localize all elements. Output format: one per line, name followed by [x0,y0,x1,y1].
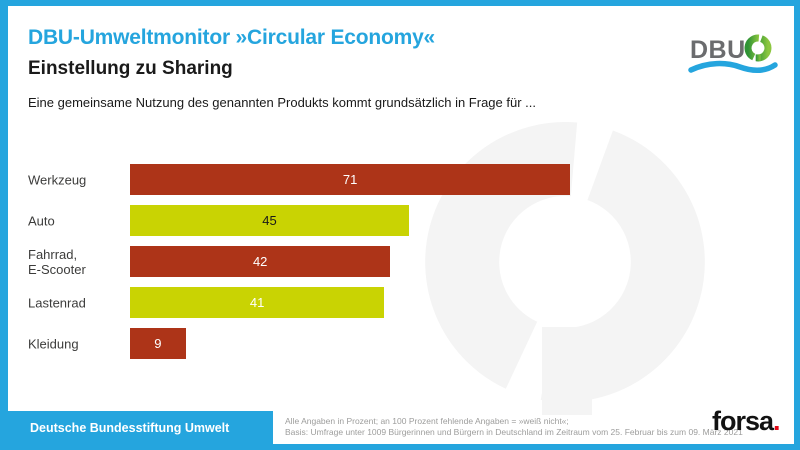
bar-werkzeug: 71 [130,164,571,195]
category-label-kleidung: Kleidung [28,336,79,351]
forsa-logo-text: forsa [712,406,774,436]
chart-question: Eine gemeinsame Nutzung des genannten Pr… [28,95,536,110]
chart-row: Fahrrad, E-Scooter 42 [28,246,780,277]
footnote-line-2: Basis: Umfrage unter 1009 Bürgerinnen un… [285,426,743,437]
bar-track: 9 [130,328,750,359]
page-subtitle: Einstellung zu Sharing [28,58,233,79]
bar-kleidung: 9 [130,328,186,359]
bar-track: 41 [130,287,750,318]
bar-value-label: 71 [342,172,358,187]
bar-value-label: 9 [154,336,162,351]
bar-track: 42 [130,246,750,277]
dbu-circle-arrow-icon [744,34,772,62]
bar-lastenrad: 41 [130,287,385,318]
category-label-lastenrad: Lastenrad [28,295,86,310]
chart-row: Kleidung 9 [28,328,780,359]
footer-band: Deutsche Bundesstiftung Umwelt [0,411,273,450]
category-label-auto: Auto [28,213,55,228]
chart-row: Werkzeug 71 [28,164,780,195]
forsa-logo-dot: . [773,406,780,436]
chart-row: Auto 45 [28,205,780,236]
dbu-logo: DBU [688,33,782,79]
bar-fahrrad-escooter: 42 [130,246,391,277]
chart-row: Lastenrad 41 [28,287,780,318]
page-title: DBU-Umweltmonitor »Circular Economy« [28,26,436,49]
wave-icon [688,60,778,73]
bar-value-label: 42 [252,254,268,269]
category-label-werkzeug: Werkzeug [28,172,87,187]
bar-auto: 45 [130,205,409,236]
category-label-fahrrad-escooter: Fahrrad, E-Scooter [28,246,86,277]
forsa-logo: forsa. [712,406,780,437]
dbu-logo-text: DBU [690,36,746,64]
footnote: Alle Angaben in Prozent; an 100 Prozent … [285,416,743,437]
bar-value-label: 41 [249,295,265,310]
footnote-line-1: Alle Angaben in Prozent; an 100 Prozent … [285,416,569,426]
organization-name: Deutsche Bundesstiftung Umwelt [30,421,230,435]
bar-track: 71 [130,164,750,195]
bar-track: 45 [130,205,750,236]
bar-value-label: 45 [262,213,277,228]
